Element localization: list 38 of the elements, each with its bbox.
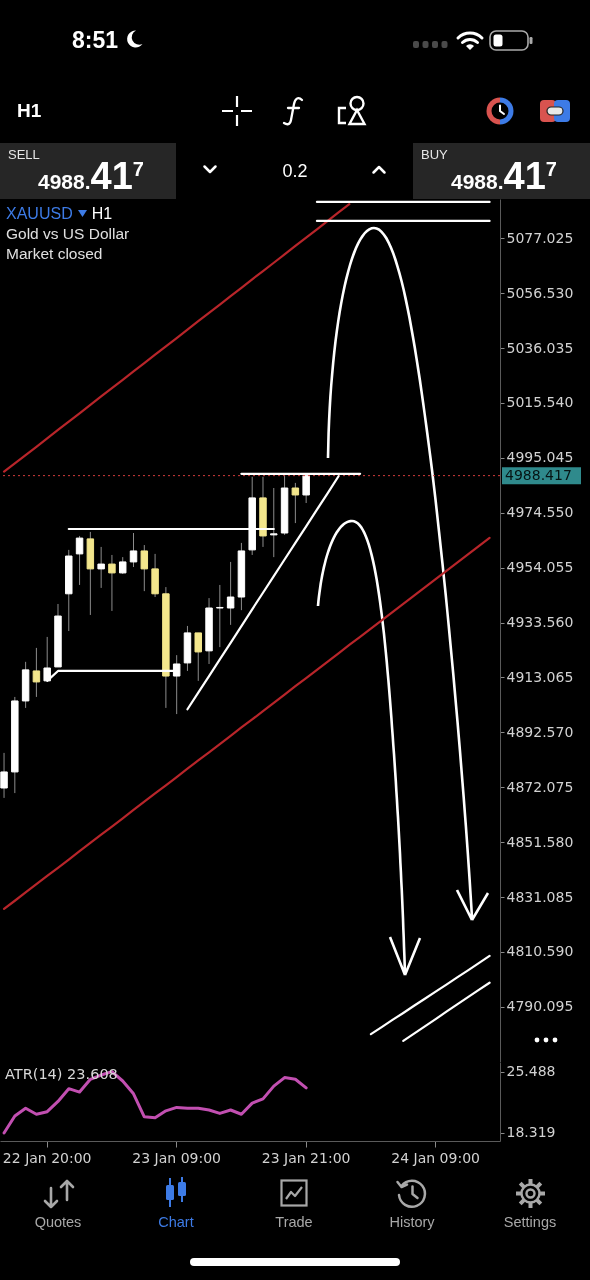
y-tick-label: 5015.540 [506,394,574,411]
y-tick-label: 4995.045 [506,449,574,466]
y-tick-label: 4933.560 [506,614,574,631]
text: 4988.41$^{7}$ [38,155,144,197]
text: 0.2 [281,160,309,182]
text: Settings [502,1213,558,1231]
ref-line-label: 4988.417 [505,466,572,483]
y-tick-label: 4954.055 [506,559,574,576]
x-tick-label: 23 Jan 21:00 [261,1149,351,1166]
y-tick-label: 5036.035 [506,339,574,356]
y-tick-label: 4810.590 [506,943,574,960]
x-tick-label: 23 Jan 09:00 [132,1149,221,1166]
text: History [388,1213,436,1231]
text: SELL [8,147,40,163]
y-tick-label: 18.319 [506,1124,556,1141]
y-tick-label: 4974.550 [506,504,574,521]
annotation: H1 [91,205,113,222]
x-tick-label: 22 Jan 20:00 [2,1149,92,1166]
y-tick-label: 5056.530 [506,284,574,301]
text: Quotes [33,1213,83,1231]
text: Gold vs US Dollar [6,224,130,243]
chart-title: XAUUSD [6,205,73,222]
y-tick-label: 4790.095 [506,998,574,1015]
y-tick-label: 5077.025 [506,229,574,246]
y-tick-label: 4872.075 [506,778,574,795]
text: H1 [17,99,42,123]
annotation: Market closed [6,243,103,263]
y-tick-label: 4831.085 [506,888,574,905]
text: 4988.41$^{7}$ [451,155,557,197]
y-tick-label: 4892.570 [506,723,574,740]
text: BUY [421,147,448,163]
y-tick-label: 4913.065 [506,668,574,685]
text: 8:51 [72,26,119,54]
y-tick-label: 4851.580 [506,833,574,850]
x-tick-label: 24 Jan 09:00 [391,1149,480,1166]
y-tick-label: 25.488 [506,1063,556,1080]
text: Chart [157,1213,195,1231]
text: Trade [274,1213,314,1231]
